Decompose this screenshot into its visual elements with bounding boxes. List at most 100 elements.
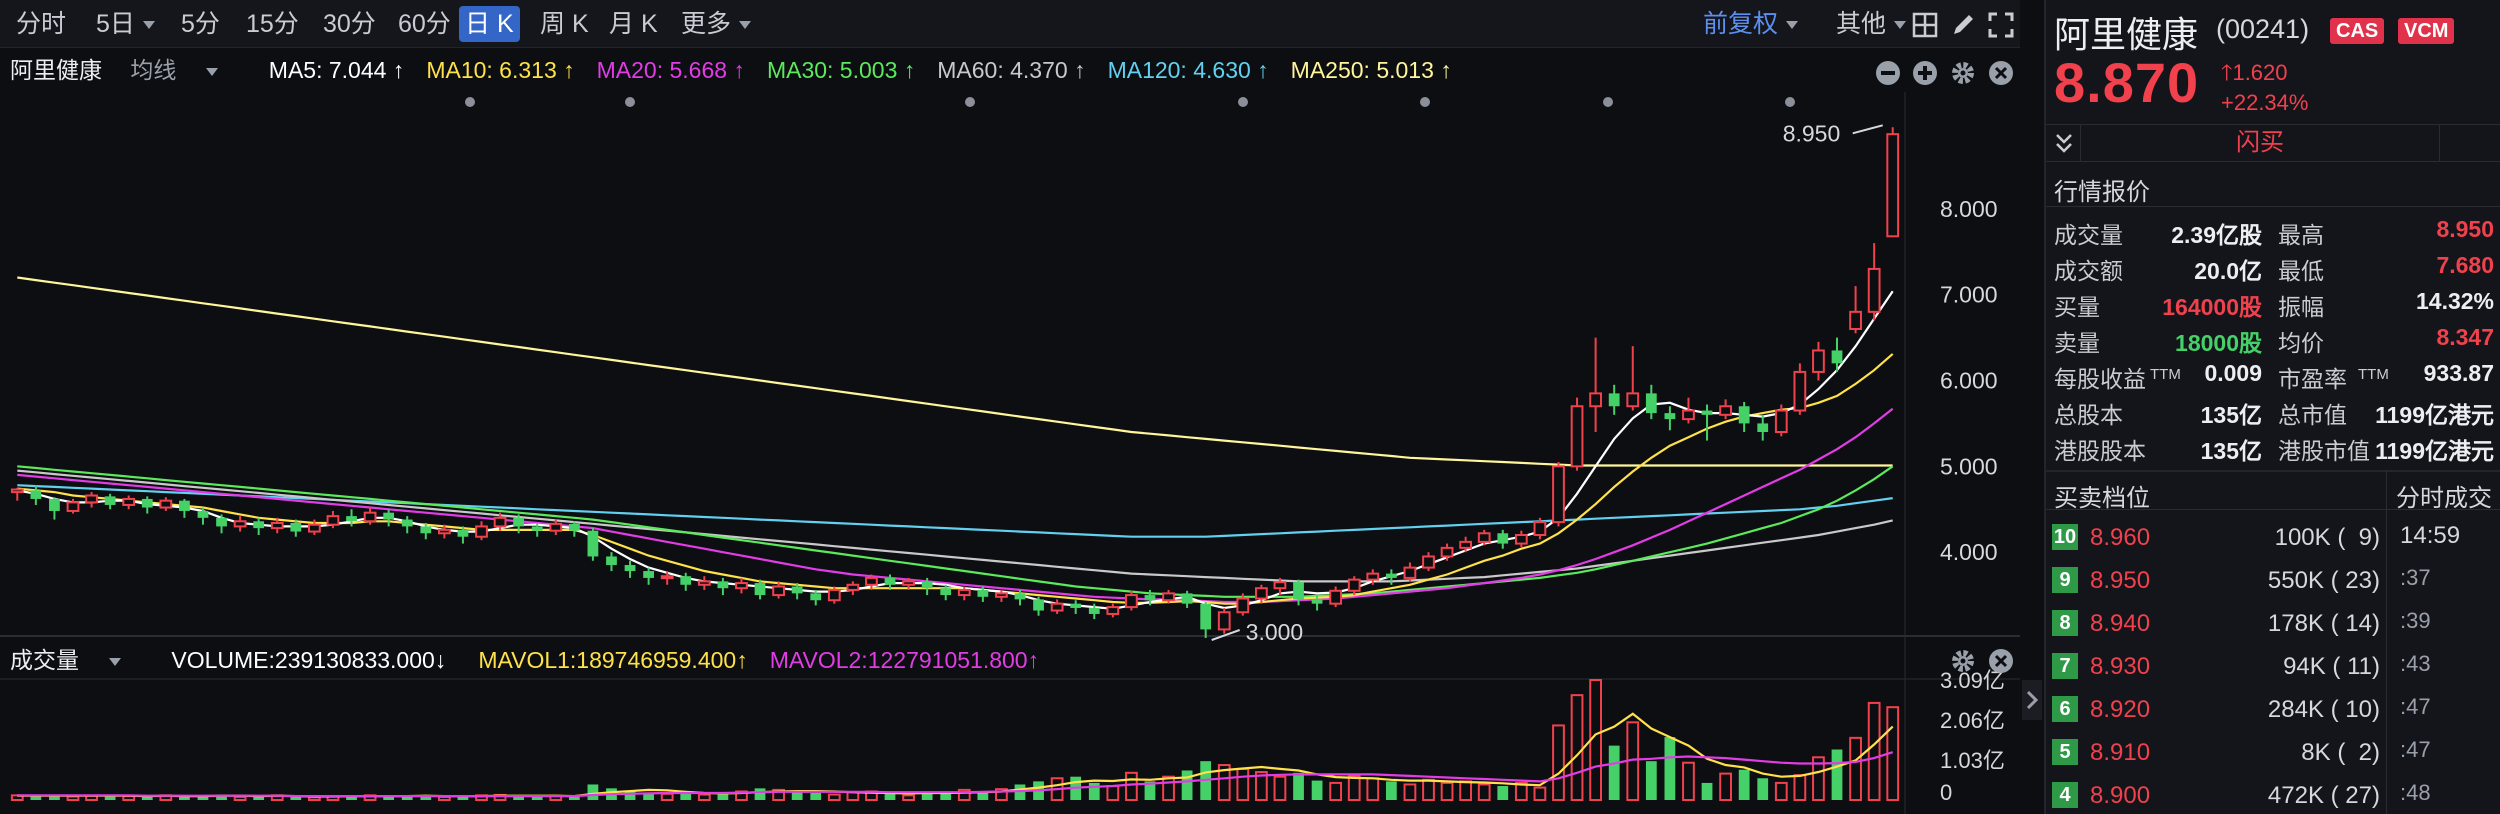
zoom-in-icon[interactable] <box>1912 60 1938 86</box>
tick-time: :43 <box>2400 651 2431 676</box>
zoom-out-icon[interactable] <box>1875 60 1901 86</box>
order-book-row[interactable]: 5 8.910 8K ( 2) <box>2046 735 2386 771</box>
period-tab-intraday[interactable]: 分时 <box>16 10 67 38</box>
quote-label: 振幅 <box>2278 294 2324 320</box>
order-book-title: 买卖档位 <box>2054 485 2150 512</box>
settings-gear-icon[interactable] <box>1950 60 1976 86</box>
candle-body-down <box>104 496 116 505</box>
volume-close-icon[interactable] <box>1988 648 2014 674</box>
volume-bar-down <box>290 796 302 800</box>
candle-body-up <box>1106 606 1120 615</box>
order-book-row[interactable]: 8 8.940 178K ( 14) <box>2046 606 2386 642</box>
layout-grid-icon[interactable] <box>1912 12 1938 38</box>
period-tab-more[interactable]: 更多 <box>675 6 757 42</box>
order-book-row[interactable]: 6 8.920 284K ( 10) <box>2046 692 2386 728</box>
period-marker-dot <box>965 97 975 107</box>
level-badge: 9 <box>2052 567 2078 593</box>
candle-body-down <box>977 589 989 597</box>
period-tab-daily[interactable]: 日 K <box>459 6 520 42</box>
low-pointer-arrow <box>1211 629 1241 641</box>
candle-body-up <box>307 523 321 533</box>
candle-body-up <box>1570 405 1584 468</box>
quote-value: 135亿 <box>2200 438 2262 464</box>
quote-label: 港股市值 <box>2278 438 2370 464</box>
stock-code: (00241) <box>2216 14 2310 44</box>
volume-bar-down <box>1608 745 1620 800</box>
volume-bar-up <box>957 788 971 801</box>
period-tab-15min[interactable]: 15分 <box>246 10 299 38</box>
candle-body-up <box>1273 581 1287 590</box>
period-tab-monthly[interactable]: 月 K <box>609 10 658 38</box>
close-icon[interactable] <box>1988 60 2014 86</box>
quote-label: 最高 <box>2278 222 2324 248</box>
candle-body-up <box>270 521 284 530</box>
candle-body-up <box>660 575 674 580</box>
quote-row: 每股收益 TTM 0.009 市盈率 TTM 933.87 <box>2046 356 2500 392</box>
volume-bar-down <box>1181 770 1193 800</box>
order-book-row[interactable]: 4 8.900 472K ( 27) <box>2046 778 2386 814</box>
volume-bar-up <box>735 790 748 801</box>
candle-body-up <box>902 580 915 586</box>
candle-body-up <box>865 576 878 586</box>
collapse-down-icon[interactable] <box>2054 132 2074 156</box>
volume-bar-up <box>1812 756 1825 801</box>
quote-row: 买量 164000股 振幅 14.32% <box>2046 284 2500 320</box>
price-tick-label: 7.000 <box>1940 282 1998 308</box>
period-tab-weekly[interactable]: 周 K <box>540 10 589 38</box>
other-dropdown[interactable]: 其他 <box>1836 6 1907 42</box>
order-book-row[interactable]: 9 8.950 550K ( 23) <box>2046 563 2386 599</box>
volume-indicator-dropdown[interactable]: 成交量 <box>10 647 143 673</box>
level-badge: 4 <box>2052 782 2078 808</box>
volume-bar-up <box>1477 783 1491 801</box>
volume-bar-down <box>253 796 265 800</box>
volume-bar-down <box>1385 781 1397 800</box>
adjust-rights-dropdown[interactable]: 前复权 <box>1703 6 1799 42</box>
volume-bar-down <box>884 793 896 800</box>
ask-price: 8.950 <box>2090 567 2151 594</box>
period-tab-5day[interactable]: 5日 <box>90 6 161 42</box>
flash-buy-button[interactable]: 闪买 <box>2080 125 2440 161</box>
chevron-right-icon <box>2026 690 2039 710</box>
ticks-title[interactable]: 分时成交 <box>2396 485 2492 512</box>
quote-panel: 阿里健康 (00241) CAS VCM 8.870 🡑1.620 +22.34… <box>2044 0 2500 814</box>
volume-settings-gear-icon[interactable] <box>1950 648 1976 674</box>
ask-volume: 8K ( 2) <box>2301 739 2380 766</box>
candle-body-down <box>1088 607 1100 614</box>
tick-time: 14:59 <box>2400 522 2461 549</box>
panel-collapse-tab[interactable] <box>2022 680 2042 720</box>
volume-bar-up <box>1366 777 1380 802</box>
candle-body-up <box>1626 392 1640 408</box>
indicator-mode-dropdown[interactable]: 均线 <box>130 57 240 83</box>
candle-body-down <box>810 593 822 601</box>
order-book-row[interactable]: 10 8.960 100K ( 9) <box>2046 520 2386 556</box>
chart-toolbar: 分时 5日 5分 15分 30分 60分 日 K 周 K 月 K 更多 前复权 … <box>0 0 2020 48</box>
draw-pen-icon[interactable] <box>1950 12 1976 38</box>
candle-body-up <box>1459 540 1473 549</box>
level-badge: 5 <box>2052 739 2078 765</box>
volume-bar-down <box>1664 737 1676 800</box>
candle-body-down <box>1738 406 1750 424</box>
volume-bar-down <box>1014 784 1026 800</box>
legend-stock-name: 阿里健康 <box>10 57 102 83</box>
ma60-label: MA60: 4.370 ↑ <box>937 57 1086 83</box>
period-tab-30min[interactable]: 30分 <box>323 10 376 38</box>
fullscreen-icon[interactable] <box>1988 12 2014 38</box>
volume-bar-down <box>717 793 729 800</box>
volume-bar-down <box>383 796 395 800</box>
volume-bar-up <box>1774 781 1788 801</box>
volume-bar-up <box>66 795 80 802</box>
volume-bar-down <box>810 793 822 800</box>
candle-body-down <box>141 498 153 508</box>
volume-bar-down <box>940 792 952 800</box>
tick-time: :47 <box>2400 694 2431 719</box>
mavol1-label: MAVOL1:189746959.400↑ <box>478 647 748 673</box>
candle-body-up <box>1552 465 1565 524</box>
order-book-row[interactable]: 7 8.930 94K ( 11) <box>2046 649 2386 685</box>
period-tab-60min[interactable]: 60分 <box>398 10 451 38</box>
volume-tick-label: 1.03亿 <box>1940 748 2005 773</box>
quote-value: 18000股 <box>2175 330 2262 356</box>
volume-bar-up <box>1347 774 1361 801</box>
chart-canvas[interactable]: 8.000 7.000 6.000 5.000 4.000 8.950 3.000 3.09亿… <box>0 48 2020 814</box>
kline-chart[interactable]: 8.000 7.000 6.000 5.000 4.000 8.950 3.000 3.09亿… <box>0 48 2020 814</box>
period-tab-5min[interactable]: 5分 <box>181 10 220 38</box>
